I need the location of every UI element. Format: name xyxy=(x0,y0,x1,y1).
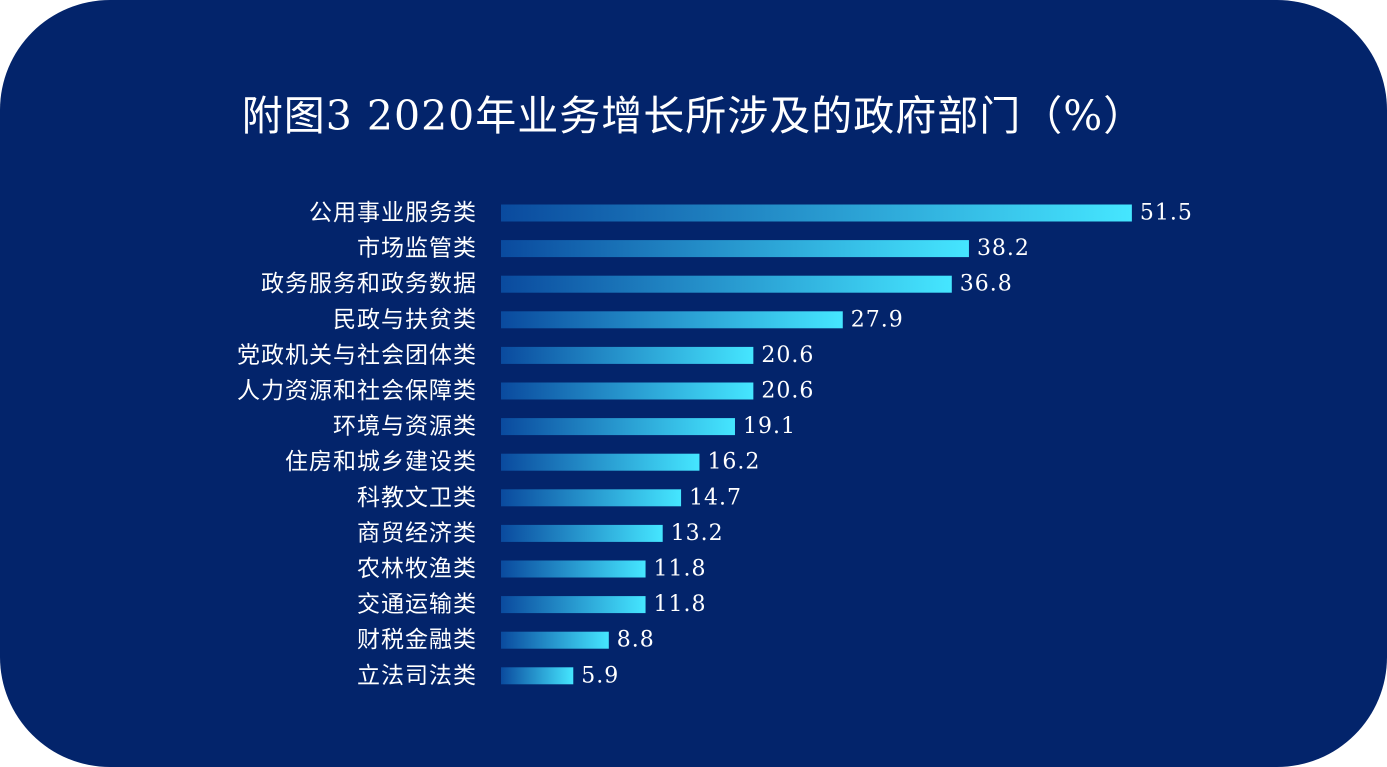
bar xyxy=(501,667,574,685)
bar xyxy=(501,240,969,258)
value-label: 19.1 xyxy=(743,414,796,439)
bar xyxy=(501,453,700,471)
category-label: 商贸经济类 xyxy=(357,520,477,546)
bar xyxy=(501,311,843,329)
bar xyxy=(501,631,609,649)
value-label: 11.8 xyxy=(654,592,707,617)
category-label: 财税金融类 xyxy=(357,627,477,653)
value-label: 11.8 xyxy=(654,557,707,582)
category-label: 人力资源和社会保障类 xyxy=(237,378,477,404)
chart-title: 附图3 2020年业务增长所涉及的政府部门（%） xyxy=(241,92,1146,140)
value-label: 16.2 xyxy=(707,450,760,475)
value-label: 8.8 xyxy=(617,628,655,653)
category-label: 市场监管类 xyxy=(357,236,477,262)
value-label: 27.9 xyxy=(851,307,904,332)
category-label: 立法司法类 xyxy=(357,663,477,689)
value-label: 51.5 xyxy=(1140,201,1193,226)
bar xyxy=(501,275,952,293)
value-label: 20.6 xyxy=(761,343,814,368)
category-label: 党政机关与社会团体类 xyxy=(237,342,477,368)
category-label: 民政与扶贫类 xyxy=(333,307,477,333)
bars-group: 公用事业服务类 51.5 市场监管类 38.2 政务服务和政务数据 36.8 民政与扶贫类 2… xyxy=(237,200,1193,689)
category-label: 交通运输类 xyxy=(357,592,477,618)
category-label: 科教文卫类 xyxy=(357,485,477,511)
bar xyxy=(501,524,663,542)
bar xyxy=(501,204,1132,222)
value-label: 36.8 xyxy=(960,272,1013,297)
bar xyxy=(501,560,646,578)
category-label: 环境与资源类 xyxy=(333,414,477,440)
category-label: 政务服务和政务数据 xyxy=(261,271,477,297)
value-label: 20.6 xyxy=(761,379,814,404)
bar xyxy=(501,382,754,400)
category-label: 公用事业服务类 xyxy=(309,200,477,226)
value-label: 13.2 xyxy=(671,521,724,546)
bar xyxy=(501,418,735,436)
category-label: 住房和城乡建设类 xyxy=(285,449,477,475)
category-label: 农林牧渔类 xyxy=(357,556,477,582)
value-label: 5.9 xyxy=(581,663,619,688)
bar xyxy=(501,596,646,614)
bar xyxy=(501,346,754,364)
bar xyxy=(501,489,682,507)
value-label: 38.2 xyxy=(977,236,1030,261)
value-label: 14.7 xyxy=(689,485,742,510)
